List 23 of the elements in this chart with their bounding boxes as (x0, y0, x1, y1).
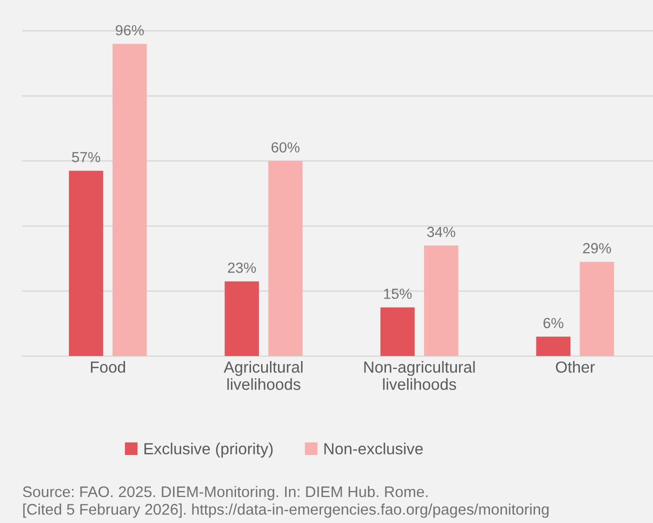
bar (224, 281, 259, 356)
data-label: 23% (228, 262, 256, 273)
data-label: 57% (72, 152, 100, 162)
bar (536, 336, 570, 356)
data-label: 96% (116, 25, 144, 36)
source-note: Source: FAO. 2025. DIEM-Monitoring. In: DIEM Hub. Rome. [Cited 5 February 2026]. https://data-in-emergencies.fao.org/pages/monitoring (22, 486, 549, 518)
data-label: 34% (427, 226, 456, 238)
x-tick-label: Agricultural livelihoods (224, 361, 302, 390)
bar (424, 246, 458, 356)
x-tick-label: Food (90, 361, 126, 373)
legend-label: Non-exclusive (324, 442, 423, 454)
data-label: 6% (544, 318, 564, 328)
bar (580, 262, 614, 356)
x-tick-label: Other (556, 361, 595, 373)
x-tick-label: Non-agricultural livelihoods (364, 361, 475, 390)
data-label: 29% (583, 243, 612, 254)
bar (112, 44, 147, 356)
bar (380, 307, 415, 356)
data-label: 60% (272, 142, 300, 153)
legend-label: Exclusive (priority) (144, 442, 273, 458)
bar (268, 160, 303, 356)
data-label: 15% (384, 288, 412, 299)
bar (68, 170, 104, 356)
